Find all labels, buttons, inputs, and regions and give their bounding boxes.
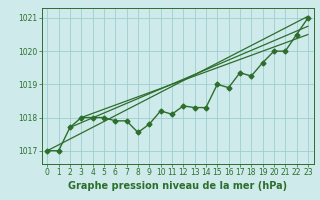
X-axis label: Graphe pression niveau de la mer (hPa): Graphe pression niveau de la mer (hPa) [68,181,287,191]
